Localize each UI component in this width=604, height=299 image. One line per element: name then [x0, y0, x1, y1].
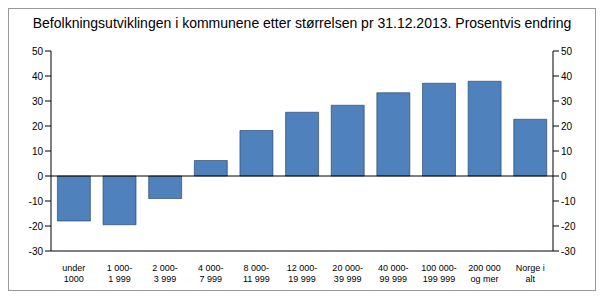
- svg-text:8 000-: 8 000-: [244, 263, 270, 273]
- svg-text:1000: 1000: [64, 274, 84, 284]
- svg-text:50: 50: [32, 46, 44, 57]
- svg-text:50: 50: [561, 46, 573, 57]
- svg-text:100 000-: 100 000-: [421, 263, 457, 273]
- svg-text:1 000-: 1 000-: [107, 263, 133, 273]
- svg-text:0: 0: [561, 171, 567, 182]
- svg-text:-30: -30: [29, 246, 44, 257]
- svg-text:-20: -20: [561, 221, 576, 232]
- svg-text:20: 20: [561, 121, 573, 132]
- svg-text:og mer: og mer: [471, 274, 499, 284]
- svg-text:199 999: 199 999: [423, 274, 456, 284]
- svg-text:4 000-: 4 000-: [198, 263, 224, 273]
- svg-text:Norge i: Norge i: [516, 263, 545, 273]
- svg-text:7 999: 7 999: [199, 274, 222, 284]
- svg-text:30: 30: [32, 96, 44, 107]
- svg-text:0: 0: [37, 171, 43, 182]
- svg-text:1 999: 1 999: [108, 274, 131, 284]
- svg-text:12 000-: 12 000-: [287, 263, 318, 273]
- svg-text:40: 40: [32, 71, 44, 82]
- svg-text:-10: -10: [29, 196, 44, 207]
- svg-text:19 999: 19 999: [288, 274, 316, 284]
- svg-text:20 000-: 20 000-: [332, 263, 363, 273]
- svg-text:200 000: 200 000: [468, 263, 501, 273]
- svg-text:alt: alt: [525, 274, 535, 284]
- svg-text:-30: -30: [561, 246, 576, 257]
- svg-text:3 999: 3 999: [154, 274, 177, 284]
- svg-text:40 000-: 40 000-: [378, 263, 409, 273]
- svg-text:30: 30: [561, 96, 573, 107]
- svg-text:2 000-: 2 000-: [152, 263, 178, 273]
- html-text:Befolkningsutviklingen i kommu: Befolkningsutviklingen i kommunene etter…: [32, 15, 572, 31]
- svg-text:under: under: [62, 263, 85, 273]
- svg-text:39 999: 39 999: [334, 274, 362, 284]
- svg-text:10: 10: [561, 146, 573, 157]
- svg-text:99 999: 99 999: [380, 274, 408, 284]
- svg-text:11 999: 11 999: [243, 274, 270, 284]
- svg-text:-10: -10: [561, 196, 576, 207]
- svg-text:-20: -20: [29, 221, 44, 232]
- svg-text:10: 10: [32, 146, 44, 157]
- svg-text:40: 40: [561, 71, 573, 82]
- svg-text:20: 20: [32, 121, 44, 132]
